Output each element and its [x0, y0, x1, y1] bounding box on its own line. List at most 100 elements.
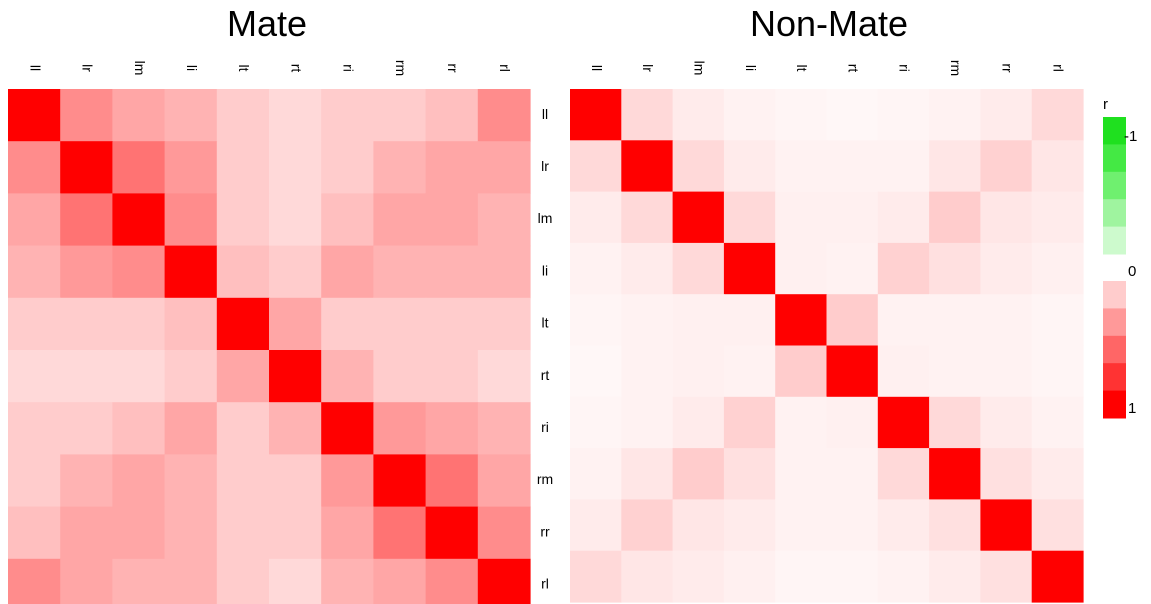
non-mate-cell-rm-rt — [826, 448, 879, 500]
non-mate-col-label-rr: rr — [999, 63, 1015, 73]
mate-cell-rl-rr — [425, 558, 479, 604]
non-mate-cell-ri-rm — [929, 396, 981, 449]
non-mate-cell-rl-ri — [877, 550, 930, 603]
mate-cell-ll-rt — [269, 89, 322, 142]
non-mate-col-label-ll: ll — [589, 65, 605, 71]
legend-swatch-pos-2 — [1103, 308, 1126, 337]
non-mate-cell-ri-rt — [826, 396, 879, 449]
mate-cell-lt-rr — [425, 297, 479, 351]
mate-cell-rl-rl — [477, 558, 531, 604]
non-mate-col-label-rt: rt — [845, 64, 861, 73]
non-mate-cell-ri-ll — [570, 396, 622, 449]
non-mate-cell-rt-rt — [826, 345, 879, 398]
row-label-rr: rr — [540, 523, 550, 539]
legend-swatch-neg-1 — [1103, 117, 1126, 145]
non-mate-cell-lm-lm — [672, 191, 725, 244]
legend-swatch-pos-5 — [1103, 390, 1126, 419]
mate-cell-rm-lm — [112, 454, 166, 508]
mate-cell-lm-lm — [112, 193, 166, 247]
non-mate-cell-rl-li — [723, 550, 776, 603]
mate-cell-lt-li — [164, 297, 218, 351]
non-mate-cell-rr-lr — [621, 499, 674, 552]
mate-cell-rt-ri — [321, 350, 374, 403]
mate-cell-rm-rm — [373, 454, 427, 508]
mate-cell-lt-ri — [321, 297, 374, 351]
legend-swatch-neg-3 — [1103, 171, 1126, 200]
non-mate-cell-rr-ri — [877, 499, 930, 552]
non-mate-heatmap — [570, 89, 1084, 603]
non-mate-cell-ll-lt — [775, 89, 828, 141]
non-mate-cell-rm-ri — [877, 448, 930, 500]
non-mate-cell-ri-li — [723, 396, 776, 449]
mate-col-label-rm: rm — [393, 60, 409, 76]
mate-cell-ri-rt — [269, 402, 322, 455]
non-mate-cell-li-lt — [775, 242, 828, 295]
non-mate-cell-ll-ri — [877, 89, 930, 141]
non-mate-cell-ri-lt — [775, 396, 828, 449]
non-mate-cell-rm-lr — [621, 448, 674, 500]
non-mate-cell-rm-lm — [672, 448, 725, 500]
mate-cell-ri-ri — [321, 402, 374, 455]
mate-cell-rr-lr — [60, 506, 113, 560]
non-mate-cell-rl-lr — [621, 550, 674, 603]
mate-col-label-ri: ri — [341, 64, 357, 72]
non-mate-cell-li-ll — [570, 242, 622, 295]
mate-cell-ri-li — [164, 402, 218, 455]
mate-cell-lm-lr — [60, 193, 113, 247]
mate-cell-lt-rl — [477, 297, 531, 351]
non-mate-cell-rr-lm — [672, 499, 725, 552]
mate-cell-rr-lm — [112, 506, 166, 560]
non-mate-cell-rl-rt — [826, 550, 879, 603]
mate-cell-li-rm — [373, 245, 427, 299]
mate-cell-ll-li — [164, 89, 218, 142]
legend-swatch-neg-2 — [1103, 144, 1126, 173]
mate-cell-lm-lt — [216, 193, 270, 247]
mate-cell-lt-lt — [216, 297, 270, 351]
mate-cell-lr-ri — [321, 141, 374, 194]
mate-cell-li-li — [164, 245, 218, 299]
mate-cell-rt-rr — [425, 350, 479, 403]
non-mate-cell-lm-ri — [877, 191, 930, 244]
mate-cell-lr-ll — [8, 141, 61, 194]
mate-cell-li-rt — [269, 245, 322, 299]
non-mate-cell-ll-rt — [826, 89, 879, 141]
mate-cell-ll-lr — [60, 89, 113, 142]
non-mate-cell-lt-rt — [826, 294, 879, 347]
mate-cell-ri-lt — [216, 402, 270, 455]
legend-tick-neg-one: -1 — [1124, 128, 1137, 145]
non-mate-col-label-lt: lt — [794, 65, 810, 72]
non-mate-cell-ll-lr — [621, 89, 674, 141]
non-mate-cell-rl-rl — [1031, 550, 1084, 603]
mate-cell-rr-lt — [216, 506, 270, 560]
mate-cell-rl-li — [164, 558, 218, 604]
non-mate-title: Non-Mate — [750, 3, 908, 44]
non-mate-cell-rr-li — [723, 499, 776, 552]
mate-col-label-lm: lm — [132, 61, 148, 76]
mate-cell-ri-rr — [425, 402, 479, 455]
mate-cell-rm-rt — [269, 454, 322, 508]
non-mate-cell-rr-rm — [929, 499, 981, 552]
mate-cell-ri-rm — [373, 402, 427, 455]
non-mate-cell-lr-li — [723, 140, 776, 193]
non-mate-cell-ri-lr — [621, 396, 674, 449]
legend-swatch-pos-1 — [1103, 281, 1126, 309]
legend-negative-scale — [1103, 117, 1126, 255]
mate-cell-rt-rl — [477, 350, 531, 403]
mate-cell-rr-rm — [373, 506, 427, 560]
non-mate-cell-lm-rt — [826, 191, 879, 244]
non-mate-cell-lr-rr — [980, 140, 1033, 193]
mate-cell-rl-rt — [269, 558, 322, 604]
mate-cell-rt-li — [164, 350, 218, 403]
mate-cell-rt-lm — [112, 350, 166, 403]
mate-cell-ll-rr — [425, 89, 479, 142]
non-mate-cell-lr-rl — [1031, 140, 1084, 193]
non-mate-cell-rl-lm — [672, 550, 725, 603]
non-mate-cell-ll-rl — [1031, 89, 1084, 141]
non-mate-col-label-ri: ri — [897, 64, 913, 72]
mate-col-label-rt: rt — [288, 64, 304, 73]
row-label-rl: rl — [541, 576, 549, 592]
mate-cell-rl-rm — [373, 558, 427, 604]
non-mate-cell-lr-ll — [570, 140, 622, 193]
non-mate-cell-ri-rl — [1031, 396, 1084, 449]
